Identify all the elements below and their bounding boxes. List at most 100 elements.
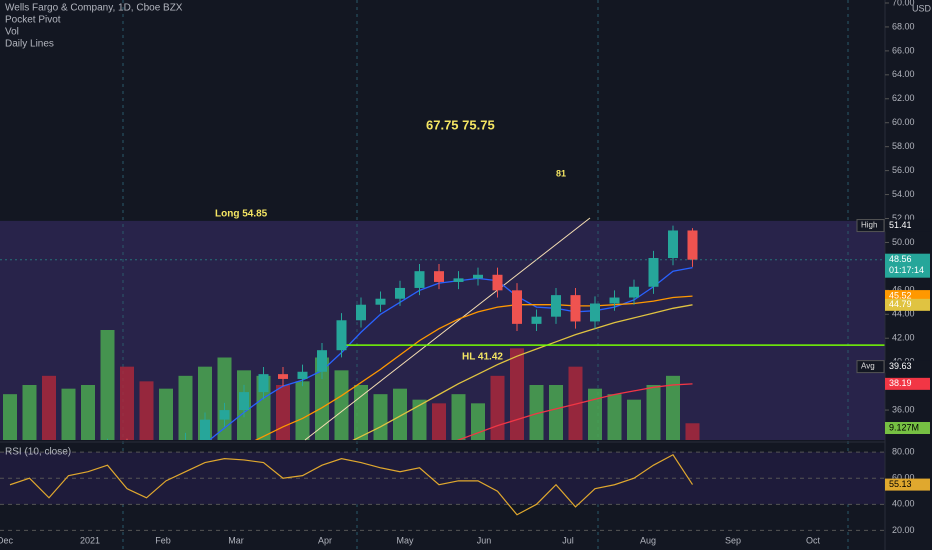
candle-body (512, 290, 522, 324)
rsi-tick-label: 60.00 (892, 473, 915, 483)
candle-body (570, 295, 581, 322)
annotation: HL 41.42 (462, 352, 503, 363)
volume-bar (315, 357, 329, 440)
rsi-tick-label: 40.00 (892, 499, 915, 509)
y-tick-label: 36.00 (892, 404, 915, 414)
price-tag: High (861, 221, 877, 230)
price-label-box (885, 219, 930, 232)
price-label-box (885, 360, 930, 373)
price-label: 48.56 (889, 254, 912, 264)
volume-bar (373, 394, 388, 440)
volume-bar (490, 375, 505, 440)
y-tick-label: 42.00 (892, 333, 915, 343)
volume-bar (412, 399, 427, 440)
y-tick-label: 52.00 (892, 213, 915, 223)
price-label-box (885, 298, 930, 311)
volume-bar (451, 394, 466, 440)
x-tick-label: Dec (0, 535, 13, 545)
volume-label: 9.127M (889, 422, 919, 432)
moving-average (352, 304, 693, 440)
volume-bar (100, 330, 115, 440)
x-tick-label: 2021 (80, 535, 100, 545)
candle-body (336, 320, 347, 351)
volume-label-box (885, 422, 930, 434)
price-tag-box (856, 219, 885, 233)
currency: USD (912, 3, 932, 13)
y-tick-label: 66.00 (892, 45, 915, 55)
chart-title: Wells Fargo & Company, 1D, Cboe BZX (5, 3, 183, 14)
x-tick-label: Feb (155, 535, 171, 545)
rsi-value-box (885, 478, 930, 491)
volume-bar (3, 394, 17, 440)
x-tick-label: Aug (640, 535, 656, 545)
volume-bar (588, 388, 602, 440)
plot-area (0, 0, 885, 550)
price-tag-box (856, 360, 885, 374)
rsi-line (9, 453, 694, 516)
y-tick-label: 68.00 (892, 21, 915, 31)
volume-bar (334, 370, 349, 440)
indicator: Daily Lines (5, 39, 54, 50)
candle-body (219, 410, 230, 420)
volume-bar (529, 385, 544, 440)
volume-bar (276, 385, 290, 440)
volume-bar (120, 366, 134, 440)
volume-bar (549, 385, 563, 440)
x-tick-label: Apr (318, 535, 332, 545)
volume-bar (685, 423, 700, 440)
volume-bar (139, 381, 154, 440)
candle-body (200, 419, 210, 440)
volume-bar (22, 385, 37, 440)
candle-body (297, 371, 308, 379)
y-tick-label: 70.00 (892, 0, 915, 7)
candle-body (375, 298, 386, 305)
candle-body (356, 304, 366, 321)
volume-bar (627, 399, 641, 440)
candle-body (453, 278, 464, 282)
x-tick-label: Jun (477, 535, 492, 545)
candle-body (687, 230, 698, 260)
annotation: 81 (556, 168, 566, 178)
y-tick-label: 46.00 (892, 285, 915, 295)
candle-body (278, 374, 288, 379)
candle-body (258, 374, 269, 393)
candle-body (590, 303, 600, 322)
candle-body (395, 287, 405, 299)
candle-body (648, 258, 659, 287)
candle-body (317, 350, 327, 372)
trendline (304, 217, 591, 441)
candle-body (434, 271, 444, 282)
price-label: 45.52 (889, 290, 912, 300)
volume-bar (607, 394, 622, 440)
indicator: Vol (5, 27, 19, 38)
price-label: 51.41 (889, 220, 912, 230)
rsi-label: RSI (10, close) (5, 447, 71, 458)
rsi-value: 55.13 (889, 479, 912, 489)
volume-bar (42, 375, 56, 440)
candle-body (629, 286, 639, 298)
x-tick-label: Jul (562, 535, 574, 545)
y-tick-label: 54.00 (892, 189, 915, 199)
rsi-tick-label: 20.00 (892, 525, 915, 535)
y-tick-label: 50.00 (892, 237, 915, 247)
volume-bar (510, 348, 524, 440)
y-tick-label: 62.00 (892, 93, 915, 103)
y-tick-label: 56.00 (892, 165, 915, 175)
price-label: 39.63 (889, 361, 912, 371)
x-tick-label: Sep (725, 535, 741, 545)
rsi-tick-label: 80.00 (892, 447, 915, 457)
price-label-box (885, 377, 930, 390)
y-tick-label: 64.00 (892, 69, 915, 79)
price-label-box (885, 253, 930, 278)
candle-body (551, 295, 561, 317)
candle-body (668, 230, 678, 259)
x-tick-label: Mar (228, 535, 244, 545)
countdown: 01:17:14 (889, 265, 924, 275)
candle-body (239, 392, 249, 411)
volume-bar (354, 385, 368, 440)
x-tick-label: Oct (806, 535, 821, 545)
annotation: 67.75 75.75 (426, 117, 495, 132)
volume-bar (159, 388, 173, 440)
candle-body (473, 274, 483, 279)
